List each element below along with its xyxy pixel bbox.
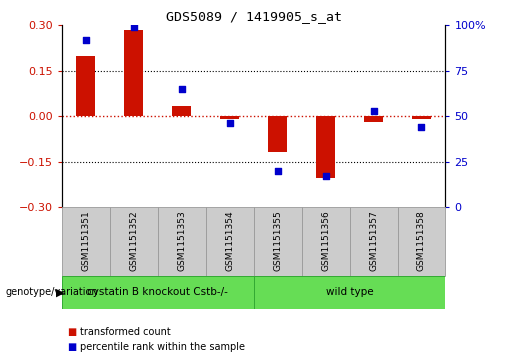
Text: wild type: wild type	[326, 287, 373, 297]
Bar	[220, 116, 239, 119]
Bar	[364, 116, 383, 122]
Point	[178, 86, 186, 92]
Text: GSM1151357: GSM1151357	[369, 210, 378, 271]
Bar	[110, 207, 158, 276]
Point	[321, 173, 330, 179]
Text: GSM1151353: GSM1151353	[177, 210, 186, 271]
Text: genotype/variation: genotype/variation	[5, 287, 98, 297]
Text: GSM1151352: GSM1151352	[129, 210, 138, 271]
Bar	[124, 30, 143, 116]
Text: GSM1151356: GSM1151356	[321, 210, 330, 271]
Text: cystatin B knockout Cstb-/-: cystatin B knockout Cstb-/-	[87, 287, 228, 297]
Text: GSM1151358: GSM1151358	[417, 210, 426, 271]
Point	[417, 124, 425, 130]
Bar	[62, 276, 253, 309]
Text: ■: ■	[67, 342, 76, 352]
Bar	[398, 207, 445, 276]
Point	[369, 108, 377, 114]
Bar	[172, 106, 191, 116]
Text: GSM1151354: GSM1151354	[225, 210, 234, 271]
Text: ▶: ▶	[56, 287, 64, 297]
Point	[82, 37, 90, 43]
Text: percentile rank within the sample: percentile rank within the sample	[80, 342, 245, 352]
Point	[130, 24, 138, 30]
Bar	[412, 116, 431, 119]
Bar	[302, 207, 350, 276]
Bar	[62, 207, 110, 276]
Text: GSM1151351: GSM1151351	[81, 210, 90, 271]
Bar	[76, 56, 95, 116]
Point	[273, 168, 282, 174]
Bar	[316, 116, 335, 178]
Text: GSM1151355: GSM1151355	[273, 210, 282, 271]
Bar	[253, 207, 302, 276]
Text: ■: ■	[67, 327, 76, 337]
Bar	[253, 276, 445, 309]
Bar	[268, 116, 287, 152]
Bar	[350, 207, 398, 276]
Text: transformed count: transformed count	[80, 327, 170, 337]
Bar	[158, 207, 205, 276]
Title: GDS5089 / 1419905_s_at: GDS5089 / 1419905_s_at	[166, 10, 341, 23]
Bar	[205, 207, 253, 276]
Point	[226, 121, 234, 126]
